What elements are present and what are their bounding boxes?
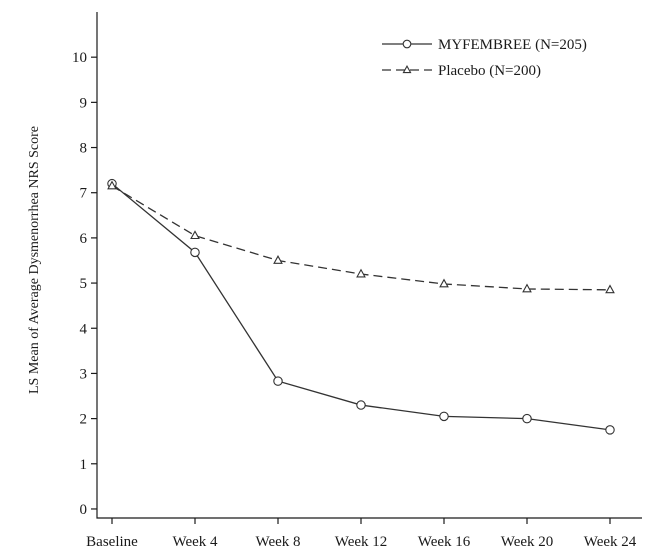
- y-tick-label: 10: [72, 50, 87, 66]
- legend-marker: [402, 39, 412, 49]
- triangle-marker: [190, 230, 200, 240]
- x-tick-label: Week 4: [172, 534, 218, 550]
- series-placebo: [107, 180, 615, 294]
- triangle-marker: [439, 278, 449, 288]
- circle-marker: [439, 411, 449, 422]
- triangle-marker: [273, 255, 283, 264]
- legend-label: Placebo (N=200): [438, 63, 541, 79]
- triangle-marker: [605, 284, 615, 294]
- y-axis-label: LS Mean of Average Dysmenorrhea NRS Scor…: [27, 126, 42, 394]
- triangle-marker: [107, 180, 117, 190]
- y-tick-label: 8: [80, 141, 88, 157]
- triangle-marker: [522, 283, 532, 293]
- legend-label: MYFEMBREE (N=205): [438, 37, 587, 53]
- circle-marker: [273, 376, 283, 386]
- circle-marker: [190, 247, 200, 258]
- circle-marker: [356, 400, 366, 410]
- x-tick-label: Baseline: [86, 534, 138, 550]
- x-axis-ticks: Baseline Week 4 Week 8 Week 12 Week 16 Week 2…: [86, 518, 637, 550]
- x-tick-label: Week 8: [255, 534, 300, 550]
- legend-marker: [402, 64, 412, 74]
- y-tick-label: 1: [80, 457, 88, 473]
- y-tick-label: 9: [80, 95, 88, 111]
- x-tick-label: Week 12: [335, 534, 388, 550]
- y-tick-label: 7: [80, 186, 88, 202]
- y-tick-label: 6: [80, 231, 88, 247]
- axis-frame: [96, 12, 642, 519]
- x-tick-label: Week 16: [418, 534, 471, 550]
- circle-marker: [605, 425, 615, 435]
- legend-item: MYFEMBREE (N=205): [382, 37, 587, 53]
- series-group: [107, 178, 615, 435]
- x-tick-label: Week 24: [584, 534, 637, 550]
- y-tick-label: 4: [80, 321, 88, 337]
- y-tick-label: 5: [80, 276, 88, 292]
- series-line: [111, 183, 611, 431]
- legend-item: Placebo (N=200): [382, 63, 541, 79]
- axes: [96, 12, 642, 519]
- triangle-marker: [356, 268, 366, 278]
- y-tick-label: 2: [80, 412, 88, 428]
- legend: MYFEMBREE (N=205) Placebo (N=200): [382, 37, 587, 79]
- series-myfembree: [107, 178, 615, 435]
- y-tick-label: 3: [80, 366, 88, 382]
- y-tick-label: 0: [80, 502, 88, 518]
- circle-marker: [522, 413, 532, 424]
- y-axis-ticks: 0 1 2 3 4 5 6 7 8 9 10: [72, 50, 97, 518]
- x-tick-label: Week 20: [501, 534, 554, 550]
